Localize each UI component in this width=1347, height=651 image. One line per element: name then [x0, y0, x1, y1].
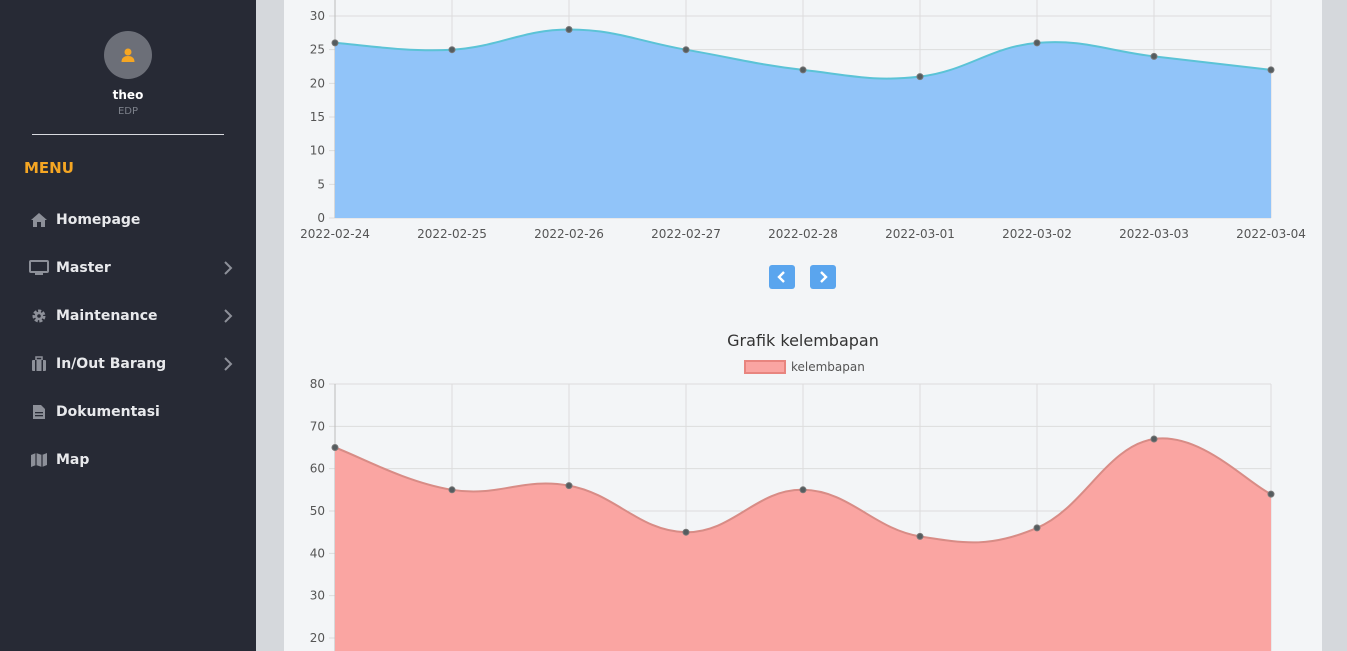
temp-x-tick-label: 2022-03-02: [1002, 227, 1072, 241]
temp-data-point: [1150, 52, 1158, 60]
chevron-right-icon: [220, 260, 236, 276]
humid-data-point: [682, 528, 690, 536]
temp-data-point: [1033, 39, 1041, 47]
humidity-legend[interactable]: kelembapan: [744, 360, 865, 374]
legend-label: kelembapan: [791, 360, 865, 374]
chevron-right-icon: [820, 271, 828, 283]
user-icon: [121, 48, 135, 62]
sidebar: theo EDP MENU Homepage Master Maintenanc…: [0, 0, 256, 651]
temp-data-point: [1267, 66, 1275, 74]
temp-x-tick-label: 2022-03-01: [885, 227, 955, 241]
monitor-icon: [28, 259, 50, 277]
temp-y-tick-label: 25: [310, 43, 325, 57]
temp-y-tick-label: 15: [310, 110, 325, 124]
avatar[interactable]: [104, 31, 152, 79]
prev-page-button[interactable]: [769, 265, 795, 289]
suitcase-icon: [28, 355, 50, 373]
user-name: theo: [112, 88, 144, 102]
temp-y-tick-label: 20: [310, 76, 325, 90]
humid-data-point: [1033, 524, 1041, 532]
humid-y-tick-label: 20: [310, 631, 325, 645]
sidebar-item-label: Maintenance: [56, 308, 158, 324]
humid-y-tick-label: 50: [310, 504, 325, 518]
humidity-chart-title: Grafik kelembapan: [727, 331, 879, 350]
sidebar-item-map[interactable]: Map: [28, 446, 236, 474]
chevron-right-icon: [220, 356, 236, 372]
humid-y-tick-label: 60: [310, 462, 325, 476]
temp-data-point: [799, 66, 807, 74]
humid-y-tick-label: 70: [310, 419, 325, 433]
sidebar-divider: [32, 134, 224, 135]
temp-y-tick-label: 30: [310, 9, 325, 23]
document-icon: [28, 403, 50, 421]
temp-data-point: [565, 26, 573, 33]
humid-data-point: [799, 486, 807, 494]
sidebar-item-label: In/Out Barang: [56, 356, 167, 372]
humid-data-point: [916, 532, 924, 540]
charts-canvas: 0 5 10 15 20 25 30 2022-02-24 2022-02-25 2022-02-…: [300, 0, 1306, 651]
temp-data-point: [448, 46, 456, 54]
temp-y-tick-label: 5: [317, 177, 325, 191]
next-page-button[interactable]: [810, 265, 836, 289]
gear-icon: [28, 307, 50, 325]
humid-y-tick-label: 80: [310, 377, 325, 391]
humid-area-fill: [335, 438, 1271, 651]
humid-data-point: [1150, 435, 1158, 443]
humid-y-tick-label: 30: [310, 589, 325, 603]
user-role: EDP: [117, 106, 139, 117]
sidebar-item-label: Dokumentasi: [56, 404, 160, 420]
temp-data-point: [682, 46, 690, 54]
humid-data-point: [565, 482, 573, 490]
temp-y-tick-label: 0: [317, 211, 325, 225]
temp-x-tick-label: 2022-02-27: [651, 227, 721, 241]
humid-data-point: [448, 486, 456, 494]
legend-swatch: [744, 360, 786, 374]
main-content: 0 5 10 15 20 25 30 2022-02-24 2022-02-25 2022-02-…: [284, 0, 1322, 651]
humid-y-tick-label: 40: [310, 546, 325, 560]
home-icon: [28, 211, 50, 229]
sidebar-item-label: Homepage: [56, 212, 141, 228]
sidebar-item-in-out-barang[interactable]: In/Out Barang: [28, 350, 236, 378]
sidebar-item-dokumentasi[interactable]: Dokumentasi: [28, 398, 236, 426]
map-icon: [28, 451, 50, 469]
temp-area-fill: [335, 29, 1271, 218]
sidebar-item-master[interactable]: Master: [28, 254, 236, 282]
sidebar-item-homepage[interactable]: Homepage: [28, 206, 236, 234]
sidebar-item-maintenance[interactable]: Maintenance: [28, 302, 236, 330]
sidebar-item-label: Map: [56, 452, 90, 468]
temp-x-tick-label: 2022-02-24: [300, 227, 370, 241]
temp-y-tick-label: 10: [310, 144, 325, 158]
humid-data-point: [331, 444, 339, 451]
sidebar-item-label: Master: [56, 260, 111, 276]
temp-x-tick-label: 2022-03-04: [1236, 227, 1306, 241]
temp-x-tick-label: 2022-02-28: [768, 227, 838, 241]
menu-title: MENU: [24, 159, 74, 177]
humid-data-point: [1267, 490, 1275, 498]
temp-data-point: [331, 39, 339, 47]
temp-x-tick-label: 2022-02-26: [534, 227, 604, 241]
temp-data-point: [916, 73, 924, 81]
temp-x-tick-label: 2022-03-03: [1119, 227, 1189, 241]
chevron-right-icon: [220, 308, 236, 324]
temp-x-tick-label: 2022-02-25: [417, 227, 487, 241]
chevron-left-icon: [777, 271, 785, 283]
